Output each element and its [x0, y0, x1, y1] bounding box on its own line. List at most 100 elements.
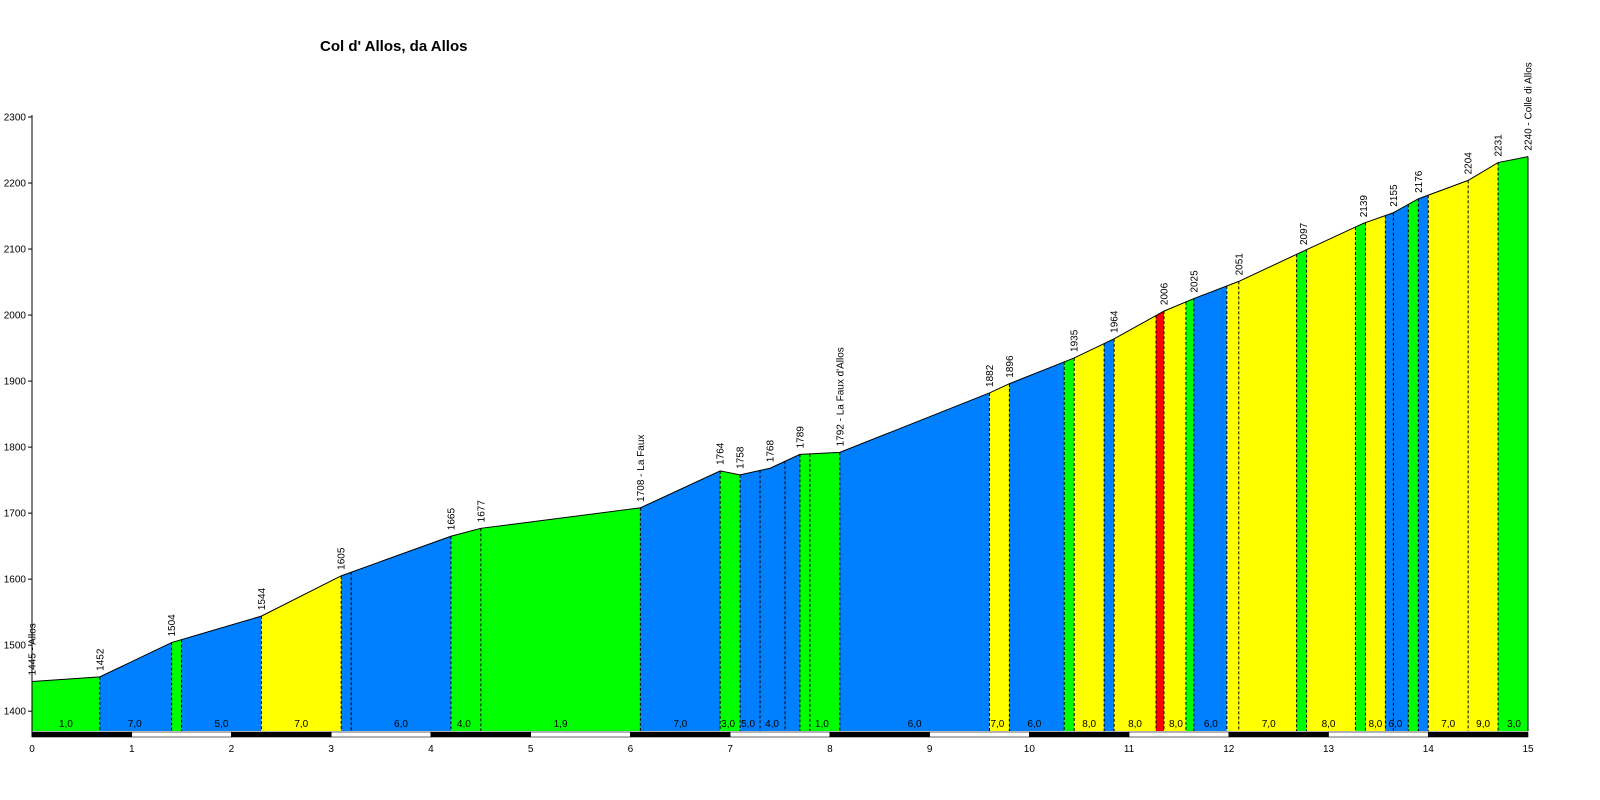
y-tick-label: 2300 [4, 113, 27, 124]
x-tick-label: 10 [1024, 744, 1036, 755]
distance-bar-km-block [630, 731, 731, 738]
point-altitude-label: 1708 - La Faux [636, 435, 647, 502]
point-altitude-label: 2139 [1359, 195, 1370, 218]
gradient-segment [1428, 180, 1469, 732]
y-axis: 1400 1500 1600 1700 1800 1900 2000 2100 2200 2300 [4, 113, 33, 737]
point-altitude-label: 2006 [1159, 282, 1170, 305]
x-tick-label: 9 [927, 744, 933, 755]
point-altitude-label: 2204 [1464, 152, 1475, 175]
grade-label: 3,0 [1507, 719, 1521, 730]
x-tick-label: 14 [1423, 744, 1435, 755]
grade-label: 6,0 [1027, 719, 1041, 730]
y-tick-label: 1900 [4, 377, 27, 388]
grade-label: 7,0 [128, 719, 142, 730]
grade-label: 8,0 [1368, 719, 1382, 730]
x-tick-label: 5 [528, 744, 534, 755]
gradient-segment [1114, 315, 1156, 731]
gradient-segment [171, 639, 182, 731]
y-tick-label: 1500 [4, 641, 27, 652]
point-altitude-label: 2025 [1189, 270, 1200, 293]
grade-label: 1,0 [59, 719, 73, 730]
x-tick-label: 3 [328, 744, 334, 755]
gradient-segment [32, 676, 100, 731]
x-tick-label: 4 [428, 744, 434, 755]
point-altitude-label: 2240 - Colle di Allos [1524, 62, 1535, 150]
distance-bar-km-block [430, 731, 531, 738]
point-altitude-label: 1789 [795, 426, 806, 449]
gradient-segment [1408, 198, 1419, 731]
gradient-segment [989, 383, 1010, 731]
gradient-segment [1418, 195, 1429, 732]
km-dashed-markers [99, 162, 1499, 731]
y-tick-label: 2100 [4, 245, 27, 256]
point-altitude-label: 1605 [337, 547, 348, 570]
gradient-segment [720, 470, 741, 731]
x-tick-label: 7 [727, 744, 733, 755]
x-tick-label: 0 [29, 744, 35, 755]
x-tick-label: 11 [1124, 744, 1135, 755]
y-tick-label: 1600 [4, 575, 27, 586]
distance-bar-km-block [31, 731, 133, 738]
distance-bar-km-block [1427, 731, 1529, 738]
gradient-segment [1104, 338, 1115, 731]
gradient-segment [839, 392, 990, 731]
gradient-segment [1074, 343, 1105, 731]
point-altitude-label: 1768 [766, 440, 777, 463]
gradient-segment [1365, 215, 1386, 731]
profile-line [31, 156, 1529, 682]
grade-label: 6,0 [394, 719, 408, 730]
distance-bar-km-block [1228, 731, 1329, 738]
grade-label: 6,0 [1204, 719, 1218, 730]
point-altitude-label: 1665 [446, 508, 457, 531]
grade-label: 5,0 [215, 719, 229, 730]
distance-bar-km-block [1328, 731, 1429, 738]
point-altitude-label: 1964 [1110, 310, 1121, 333]
segment-fills [32, 156, 1528, 732]
gradient-segment [181, 616, 262, 731]
gradient-segment [1193, 285, 1227, 731]
gradient-segment [480, 507, 641, 731]
y-tick-label: 2000 [4, 311, 27, 322]
gradient-segment [1468, 162, 1499, 732]
grade-label: 6,0 [908, 719, 922, 730]
x-tick-label: 8 [827, 744, 833, 755]
gradient-segment [1064, 357, 1075, 731]
distance-bar [31, 731, 1529, 738]
x-tick-label: 1 [129, 744, 135, 755]
grade-label: 8,0 [1128, 719, 1142, 730]
grade-label: 7,0 [990, 719, 1004, 730]
point-altitude-label: 1544 [257, 587, 268, 610]
distance-bar-km-block [829, 731, 930, 738]
gradient-segment [1009, 361, 1065, 731]
point-altitude-label: 1764 [716, 442, 727, 465]
grade-label: 4,0 [765, 719, 779, 730]
y-tick-label: 1700 [4, 509, 27, 520]
gradient-segment [341, 536, 451, 731]
x-tick-label: 13 [1323, 744, 1335, 755]
x-tick-label: 2 [229, 744, 235, 755]
point-altitude-label: 1896 [1005, 355, 1016, 378]
grade-label: 6,0 [1388, 719, 1402, 730]
gradient-segment [1355, 222, 1366, 731]
distance-bar-km-block [729, 731, 831, 738]
gradient-segment [1306, 226, 1356, 731]
gradient-segment [1185, 298, 1194, 731]
gradient-segment [740, 470, 761, 731]
grade-label: 7,0 [1441, 719, 1455, 730]
point-altitude-label: 2097 [1299, 222, 1310, 245]
grade-label: 8,0 [1169, 719, 1183, 730]
point-altitude-label: 2176 [1414, 170, 1425, 193]
gradient-segment [450, 528, 481, 731]
y-tick-label: 2200 [4, 179, 27, 190]
point-altitude-label: 1935 [1070, 329, 1081, 352]
x-axis: 0 1 2 3 4 5 6 7 8 9 10 11 12 13 14 15 [29, 744, 1534, 755]
gradient-segment [640, 470, 721, 731]
gradient-segment [1155, 311, 1164, 731]
grade-label: 7,0 [673, 719, 687, 730]
point-altitude-label: 2231 [1494, 134, 1505, 157]
distance-bar-km-block [1128, 731, 1230, 738]
grade-label: 8,0 [1322, 719, 1336, 730]
point-altitude-label: 1882 [985, 364, 996, 387]
distance-bar-km-block [929, 731, 1030, 738]
